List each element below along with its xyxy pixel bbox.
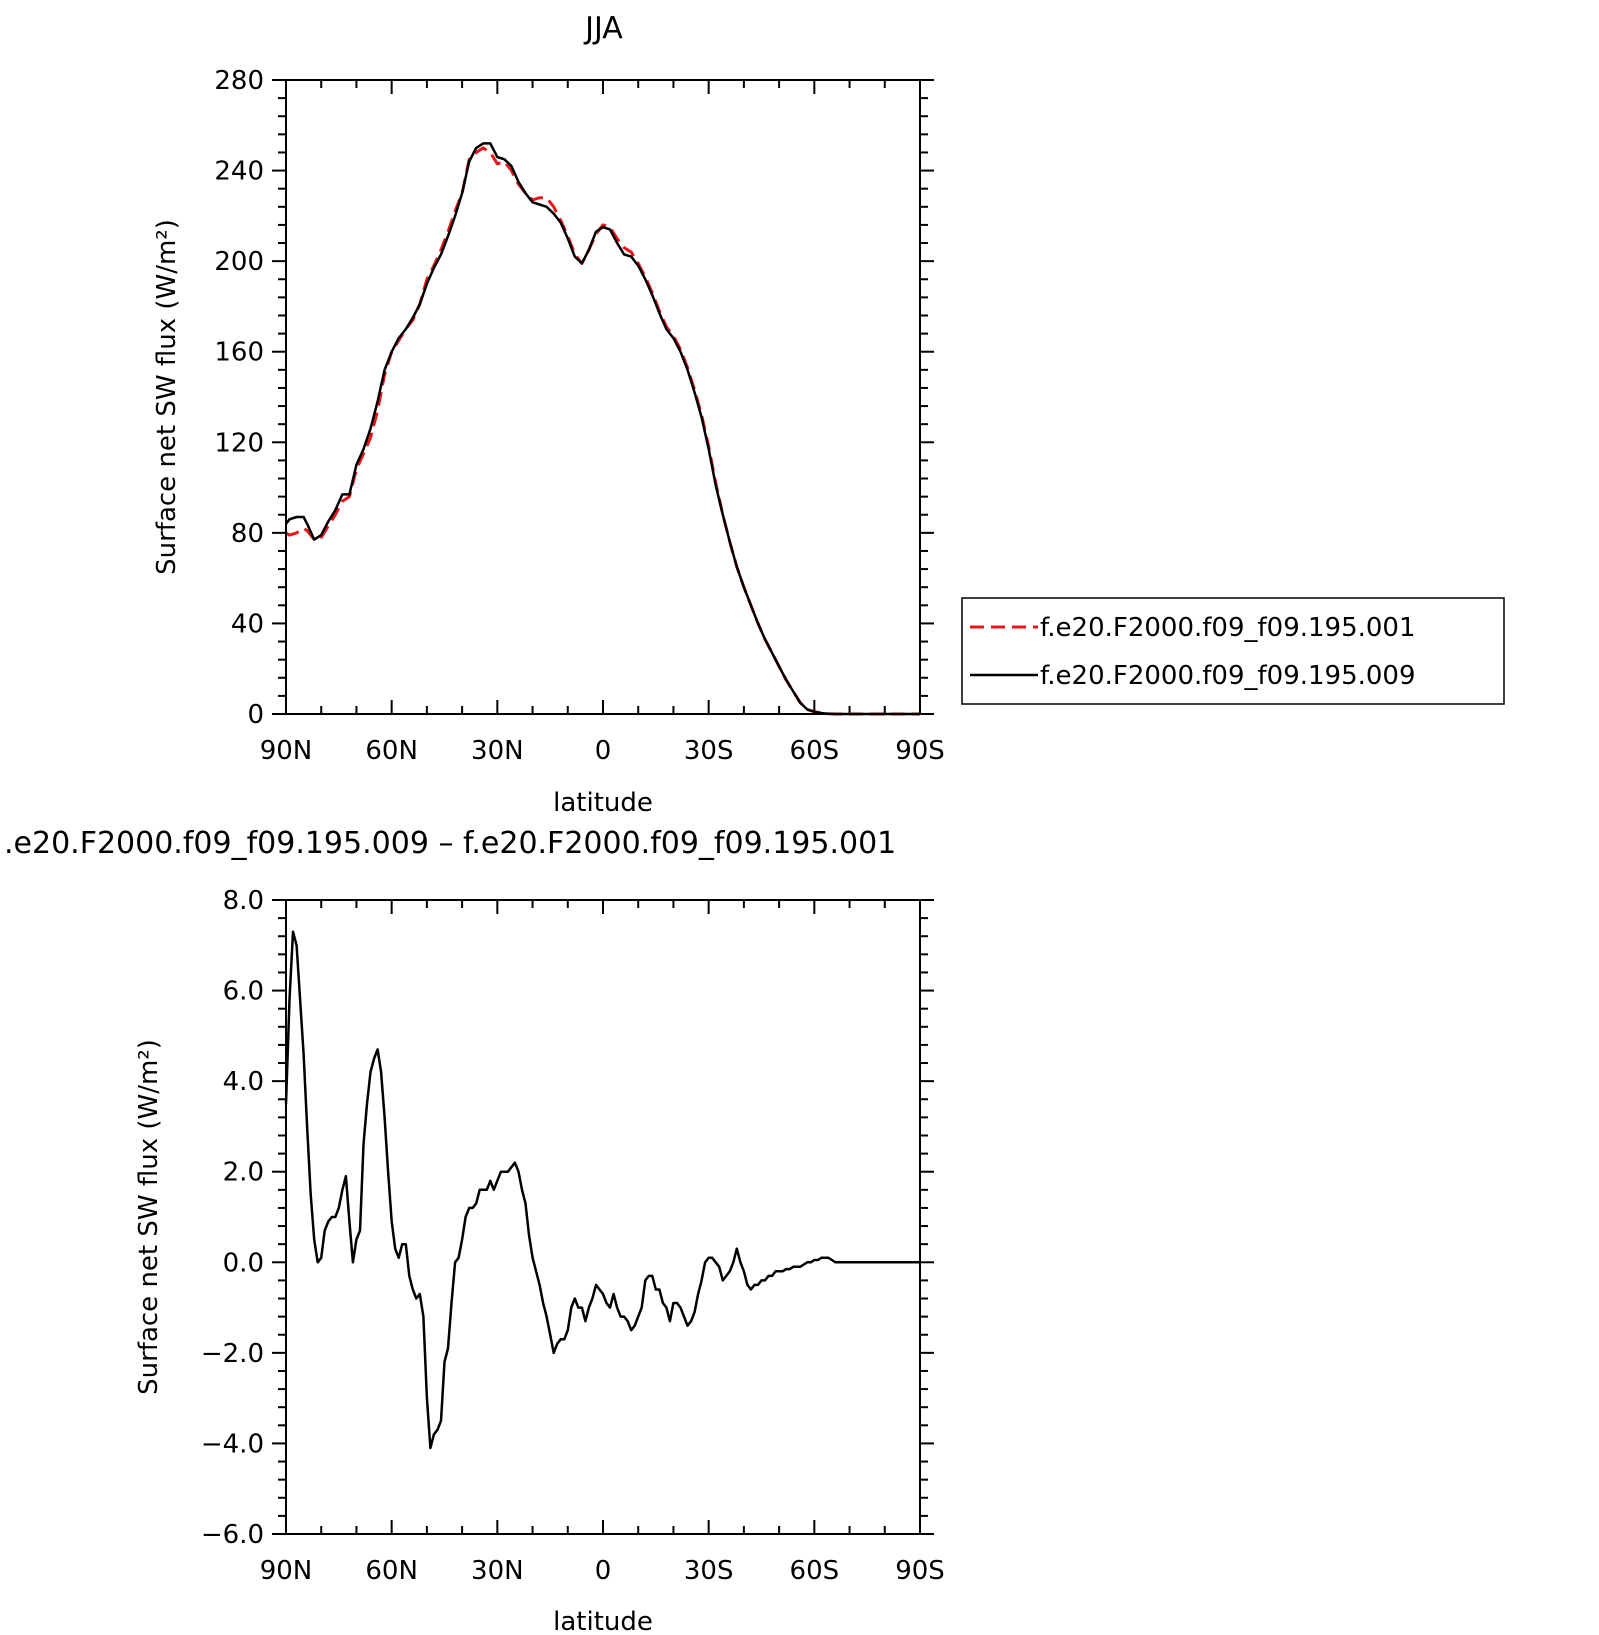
bottom-y-tick-label: 8.0 xyxy=(223,886,264,916)
bottom-y-tick-label: 0.0 xyxy=(223,1248,264,1278)
bottom-chart: .e20.F2000.f09_f09.195.009 – f.e20.F2000… xyxy=(4,826,945,1635)
bottom-x-tick-label: 90N xyxy=(260,1556,313,1586)
top-x-tick-label: 60S xyxy=(790,736,840,766)
bottom-y-axis-label: Surface net SW flux (W/m²) xyxy=(134,1039,164,1395)
bottom-y-tick-label: 4.0 xyxy=(223,1067,264,1097)
bottom-y-tick-label: 2.0 xyxy=(223,1158,264,1188)
legend-box xyxy=(961,597,1505,705)
bottom-y-tick-label: −2.0 xyxy=(201,1339,264,1369)
top-x-tick-label: 30S xyxy=(684,736,734,766)
top-chart: JJA 90N 60N 30N 0 30S 60S 90S 0 40 80 120 160 200 24… xyxy=(152,11,1505,818)
bottom-series-line-0 xyxy=(284,930,920,1450)
top-y-tick-label: 40 xyxy=(231,609,264,639)
legend: f.e20.F2000.f09_f09.195.001 f.e20.F2000.… xyxy=(961,597,1505,705)
top-y-tick-label: 280 xyxy=(214,66,264,96)
bottom-x-ticks: 90N 60N 30N 0 30S 60S 90S xyxy=(260,900,945,1586)
top-x-ticks: 90N 60N 30N 0 30S 60S 90S xyxy=(260,80,945,766)
bottom-y-tick-label: 6.0 xyxy=(223,977,264,1007)
bottom-plot-frame xyxy=(285,899,921,1535)
bottom-x-tick-label: 60S xyxy=(790,1556,840,1586)
top-y-axis-label: Surface net SW flux (W/m²) xyxy=(152,219,182,575)
top-x-tick-label: 0 xyxy=(595,736,612,766)
bottom-x-tick-label: 60N xyxy=(365,1556,418,1586)
bottom-x-tick-label: 30N xyxy=(471,1556,524,1586)
top-x-tick-label: 30N xyxy=(471,736,524,766)
top-x-tick-label: 60N xyxy=(365,736,418,766)
bottom-y-tick-label: −6.0 xyxy=(201,1520,264,1550)
bottom-x-tick-label: 30S xyxy=(684,1556,734,1586)
bottom-series-layer xyxy=(284,930,920,1450)
top-series-line-1 xyxy=(285,142,920,716)
bottom-x-tick-label: 90S xyxy=(895,1556,945,1586)
bottom-x-axis-label: latitude xyxy=(553,1607,653,1635)
top-y-ticks: 0 40 80 120 160 200 240 280 xyxy=(214,66,934,730)
top-x-axis-label: latitude xyxy=(553,788,653,818)
top-y-tick-label: 240 xyxy=(214,157,264,187)
bottom-x-tick-label: 0 xyxy=(595,1556,612,1586)
top-x-tick-label: 90S xyxy=(895,736,945,766)
bottom-chart-title: .e20.F2000.f09_f09.195.009 – f.e20.F2000… xyxy=(4,826,896,861)
bottom-y-tick-label: −4.0 xyxy=(201,1429,264,1459)
top-y-tick-label: 160 xyxy=(214,338,264,368)
top-plot-frame xyxy=(285,79,921,715)
legend-label-009: f.e20.F2000.f09_f09.195.009 xyxy=(1040,661,1416,691)
top-y-tick-label: 120 xyxy=(214,428,264,458)
top-y-tick-label: 200 xyxy=(214,247,264,277)
top-y-tick-label: 80 xyxy=(231,519,264,549)
top-y-tick-label: 0 xyxy=(247,700,264,730)
legend-label-001: f.e20.F2000.f09_f09.195.001 xyxy=(1040,613,1416,643)
top-chart-title: JJA xyxy=(583,11,623,46)
top-x-tick-label: 90N xyxy=(260,736,313,766)
bottom-y-ticks: −6.0 −4.0 −2.0 0.0 2.0 4.0 6.0 8.0 xyxy=(201,886,934,1550)
top-series-layer xyxy=(285,142,920,716)
top-series-line-0 xyxy=(285,146,920,716)
